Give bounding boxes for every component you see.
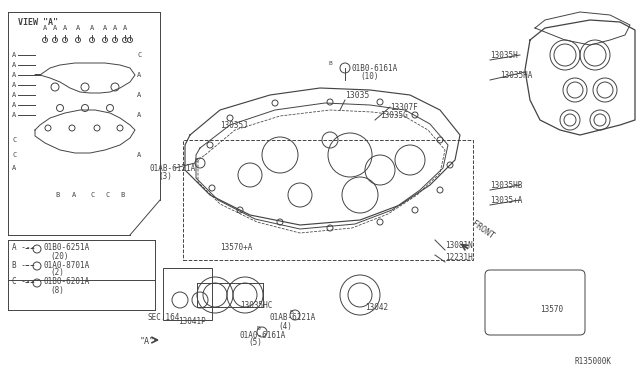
Text: 13042: 13042 [365,304,388,312]
Text: 13035H: 13035H [490,51,518,60]
Text: A: A [90,25,94,31]
Text: 13081N: 13081N [445,241,473,250]
Text: A: A [123,25,127,31]
Text: B: B [256,327,260,331]
Text: C: C [12,137,16,143]
Text: A: A [137,72,141,78]
Text: A: A [43,25,47,31]
Text: 13035G: 13035G [380,110,408,119]
Text: "A": "A" [140,337,155,346]
Text: (8): (8) [50,285,64,295]
Text: 01B0-6161A: 01B0-6161A [352,64,398,73]
Text: 13035HC: 13035HC [240,301,273,310]
Text: A: A [63,25,67,31]
Text: 01A0-8701A: 01A0-8701A [43,260,89,269]
Text: SEC.164: SEC.164 [148,314,180,323]
Text: A: A [12,72,16,78]
Text: B: B [194,157,198,163]
Text: A: A [137,92,141,98]
Text: 13307F: 13307F [390,103,418,112]
Text: B: B [55,192,60,198]
Text: B: B [328,61,332,65]
Text: C: C [12,152,16,158]
Text: A: A [12,165,16,171]
Text: A ---: A --- [12,244,35,253]
Text: VIEW "A": VIEW "A" [18,17,58,26]
Text: FRONT: FRONT [470,219,495,241]
Text: A: A [103,25,108,31]
Text: (4): (4) [278,321,292,330]
Text: 13035HB: 13035HB [490,180,522,189]
Text: (5): (5) [248,339,262,347]
Text: 01AB-6121A: 01AB-6121A [270,314,316,323]
Text: A: A [53,25,57,31]
Text: 13041P: 13041P [178,317,205,327]
Text: A: A [12,92,16,98]
Text: 13570+A: 13570+A [220,244,252,253]
Text: A: A [12,62,16,68]
Text: A: A [113,25,117,31]
Text: A: A [72,192,76,198]
Text: 13035J: 13035J [220,121,248,129]
Text: (2): (2) [50,269,64,278]
Text: 13035: 13035 [345,90,369,99]
Text: A: A [12,102,16,108]
Text: C ---: C --- [12,278,35,286]
Text: A: A [12,82,16,88]
Text: C: C [105,192,109,198]
Text: A: A [12,112,16,118]
Text: C: C [137,52,141,58]
Text: 13035+A: 13035+A [490,196,522,205]
Text: R135000K: R135000K [575,357,612,366]
Text: 13035HA: 13035HA [500,71,532,80]
Text: B: B [120,192,124,198]
Text: (10): (10) [360,71,378,80]
Text: 12231H: 12231H [445,253,473,262]
Text: 01B0-6251A: 01B0-6251A [43,244,89,253]
Text: B: B [289,310,293,314]
Text: (3): (3) [158,171,172,180]
Text: C: C [90,192,94,198]
Text: B ---: B --- [12,260,35,269]
Text: 01AB-6121A: 01AB-6121A [150,164,196,173]
Text: 13570: 13570 [540,305,563,314]
Text: A: A [12,52,16,58]
Text: (20): (20) [50,251,68,260]
Text: 01A0-6161A: 01A0-6161A [240,330,286,340]
Text: A: A [76,25,80,31]
Text: A: A [137,112,141,118]
Text: 01B0-6201A: 01B0-6201A [43,278,89,286]
Text: A: A [137,152,141,158]
